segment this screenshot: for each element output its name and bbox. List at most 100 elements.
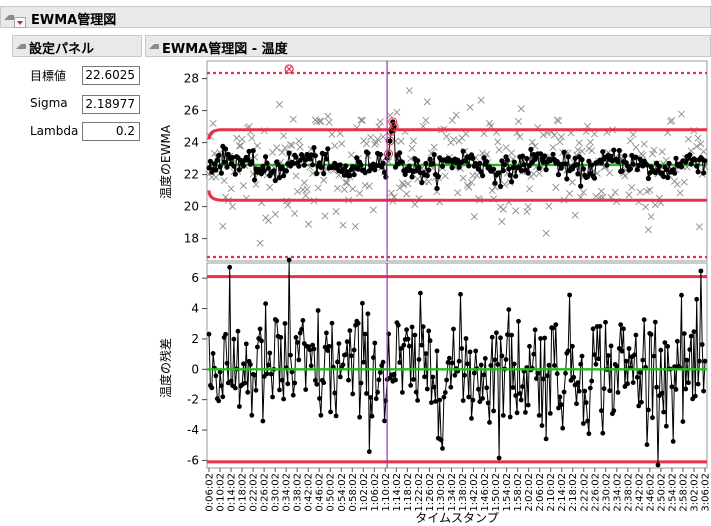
residual-point [245, 389, 251, 395]
ewma-point [504, 157, 510, 163]
ewma-point [252, 177, 258, 183]
red-triangle-menu-icon[interactable] [14, 17, 26, 28]
residual-point [282, 321, 288, 326]
raw-marker [488, 186, 496, 194]
residual-point [469, 416, 474, 421]
residual-point [673, 387, 679, 392]
ewma-point [480, 173, 486, 179]
residual-point [494, 330, 499, 336]
raw-marker [430, 143, 438, 151]
raw-marker [650, 146, 658, 154]
ewma-point [264, 160, 270, 166]
residual-point [527, 343, 532, 349]
param-label: 目標値 [30, 69, 67, 83]
residual-point [293, 335, 299, 340]
ewma-plot: 18 20 22 24 26 28 温度のEWMA [158, 60, 709, 262]
ewma-point [695, 169, 701, 175]
disclosure-icon[interactable] [16, 44, 26, 49]
residual-point [701, 388, 706, 394]
residual-point [351, 347, 357, 353]
ewma-point [579, 157, 585, 163]
raw-marker [644, 226, 652, 234]
ewma-point [615, 159, 621, 165]
ewma-point [470, 155, 476, 162]
raw-marker [491, 183, 499, 191]
raw-marker [321, 212, 329, 220]
ewma-point [316, 160, 323, 166]
raw-marker [288, 142, 296, 150]
ewma-point [673, 155, 679, 161]
x-tick-label: 1:06:02 [370, 473, 381, 512]
residual-point [241, 361, 246, 367]
residual-point [206, 331, 212, 337]
raw-marker [339, 221, 347, 229]
residual-point [395, 322, 401, 328]
residual-point [619, 348, 625, 354]
ewma-point [293, 154, 299, 160]
residual-point [343, 352, 349, 357]
ewma-point [415, 158, 421, 164]
residual-point [615, 390, 621, 395]
sigma-field[interactable]: 2.18977 [82, 95, 140, 114]
ewma-point [608, 153, 614, 159]
ewma-point [520, 153, 526, 159]
y-axis: -6 -4 -2 0 2 4 6 [187, 271, 207, 467]
y-tick-label: -4 [187, 423, 199, 437]
x-tick-label: 2:34:02 [612, 473, 623, 512]
target-value-field[interactable]: 22.6025 [82, 66, 140, 85]
residual-point [361, 359, 367, 365]
ewma-point [221, 159, 227, 165]
residual-point [460, 398, 466, 403]
lower-control-limit [207, 190, 707, 202]
residual-point [492, 357, 498, 363]
lambda-field[interactable]: 0.2 [82, 122, 140, 141]
raw-marker [450, 135, 458, 143]
ewma-point [416, 165, 422, 171]
residual-point [267, 350, 273, 356]
residual-point [217, 369, 223, 375]
ewma-point [250, 148, 256, 154]
residual-point [607, 388, 613, 394]
residual-point [637, 370, 643, 375]
residual-point [554, 371, 560, 377]
residual-point [380, 359, 386, 365]
x-tick-label: 2:06:02 [535, 473, 546, 512]
ewma-point [434, 185, 440, 191]
residual-point [695, 381, 701, 387]
raw-marker [369, 206, 377, 214]
disclosure-icon[interactable] [149, 44, 159, 49]
raw-marker [309, 169, 317, 177]
residual-point [369, 413, 375, 419]
raw-marker [542, 229, 550, 237]
residual-point [377, 370, 383, 375]
residual-point [296, 357, 302, 363]
residual-point [264, 371, 270, 377]
x-tick-label: 1:18:02 [403, 473, 414, 512]
ewma-point [223, 146, 229, 152]
disclosure-icon[interactable] [4, 15, 14, 20]
raw-marker [404, 180, 412, 188]
ewma-point [296, 163, 302, 169]
residual-point [210, 351, 216, 356]
residual-point [466, 394, 472, 400]
ewma-point [578, 183, 584, 189]
raw-marker [237, 142, 245, 150]
raw-marker [411, 200, 419, 208]
ewma-point [509, 179, 515, 185]
residual-point [372, 340, 378, 346]
ewma-point [325, 146, 331, 152]
residual-point [325, 348, 331, 353]
residual-point [307, 347, 313, 353]
residual-point [255, 344, 260, 350]
residual-point [257, 326, 263, 332]
ewma-point [419, 180, 425, 186]
residual-point [532, 327, 538, 333]
control-limits [207, 275, 707, 464]
raw-marker [695, 223, 703, 231]
residual-point [360, 300, 365, 306]
residual-point [659, 390, 665, 396]
x-tick-label: 2:54:02 [667, 473, 678, 512]
ewma-point [426, 167, 432, 173]
raw-marker [628, 184, 636, 192]
ewma-point [573, 162, 580, 168]
